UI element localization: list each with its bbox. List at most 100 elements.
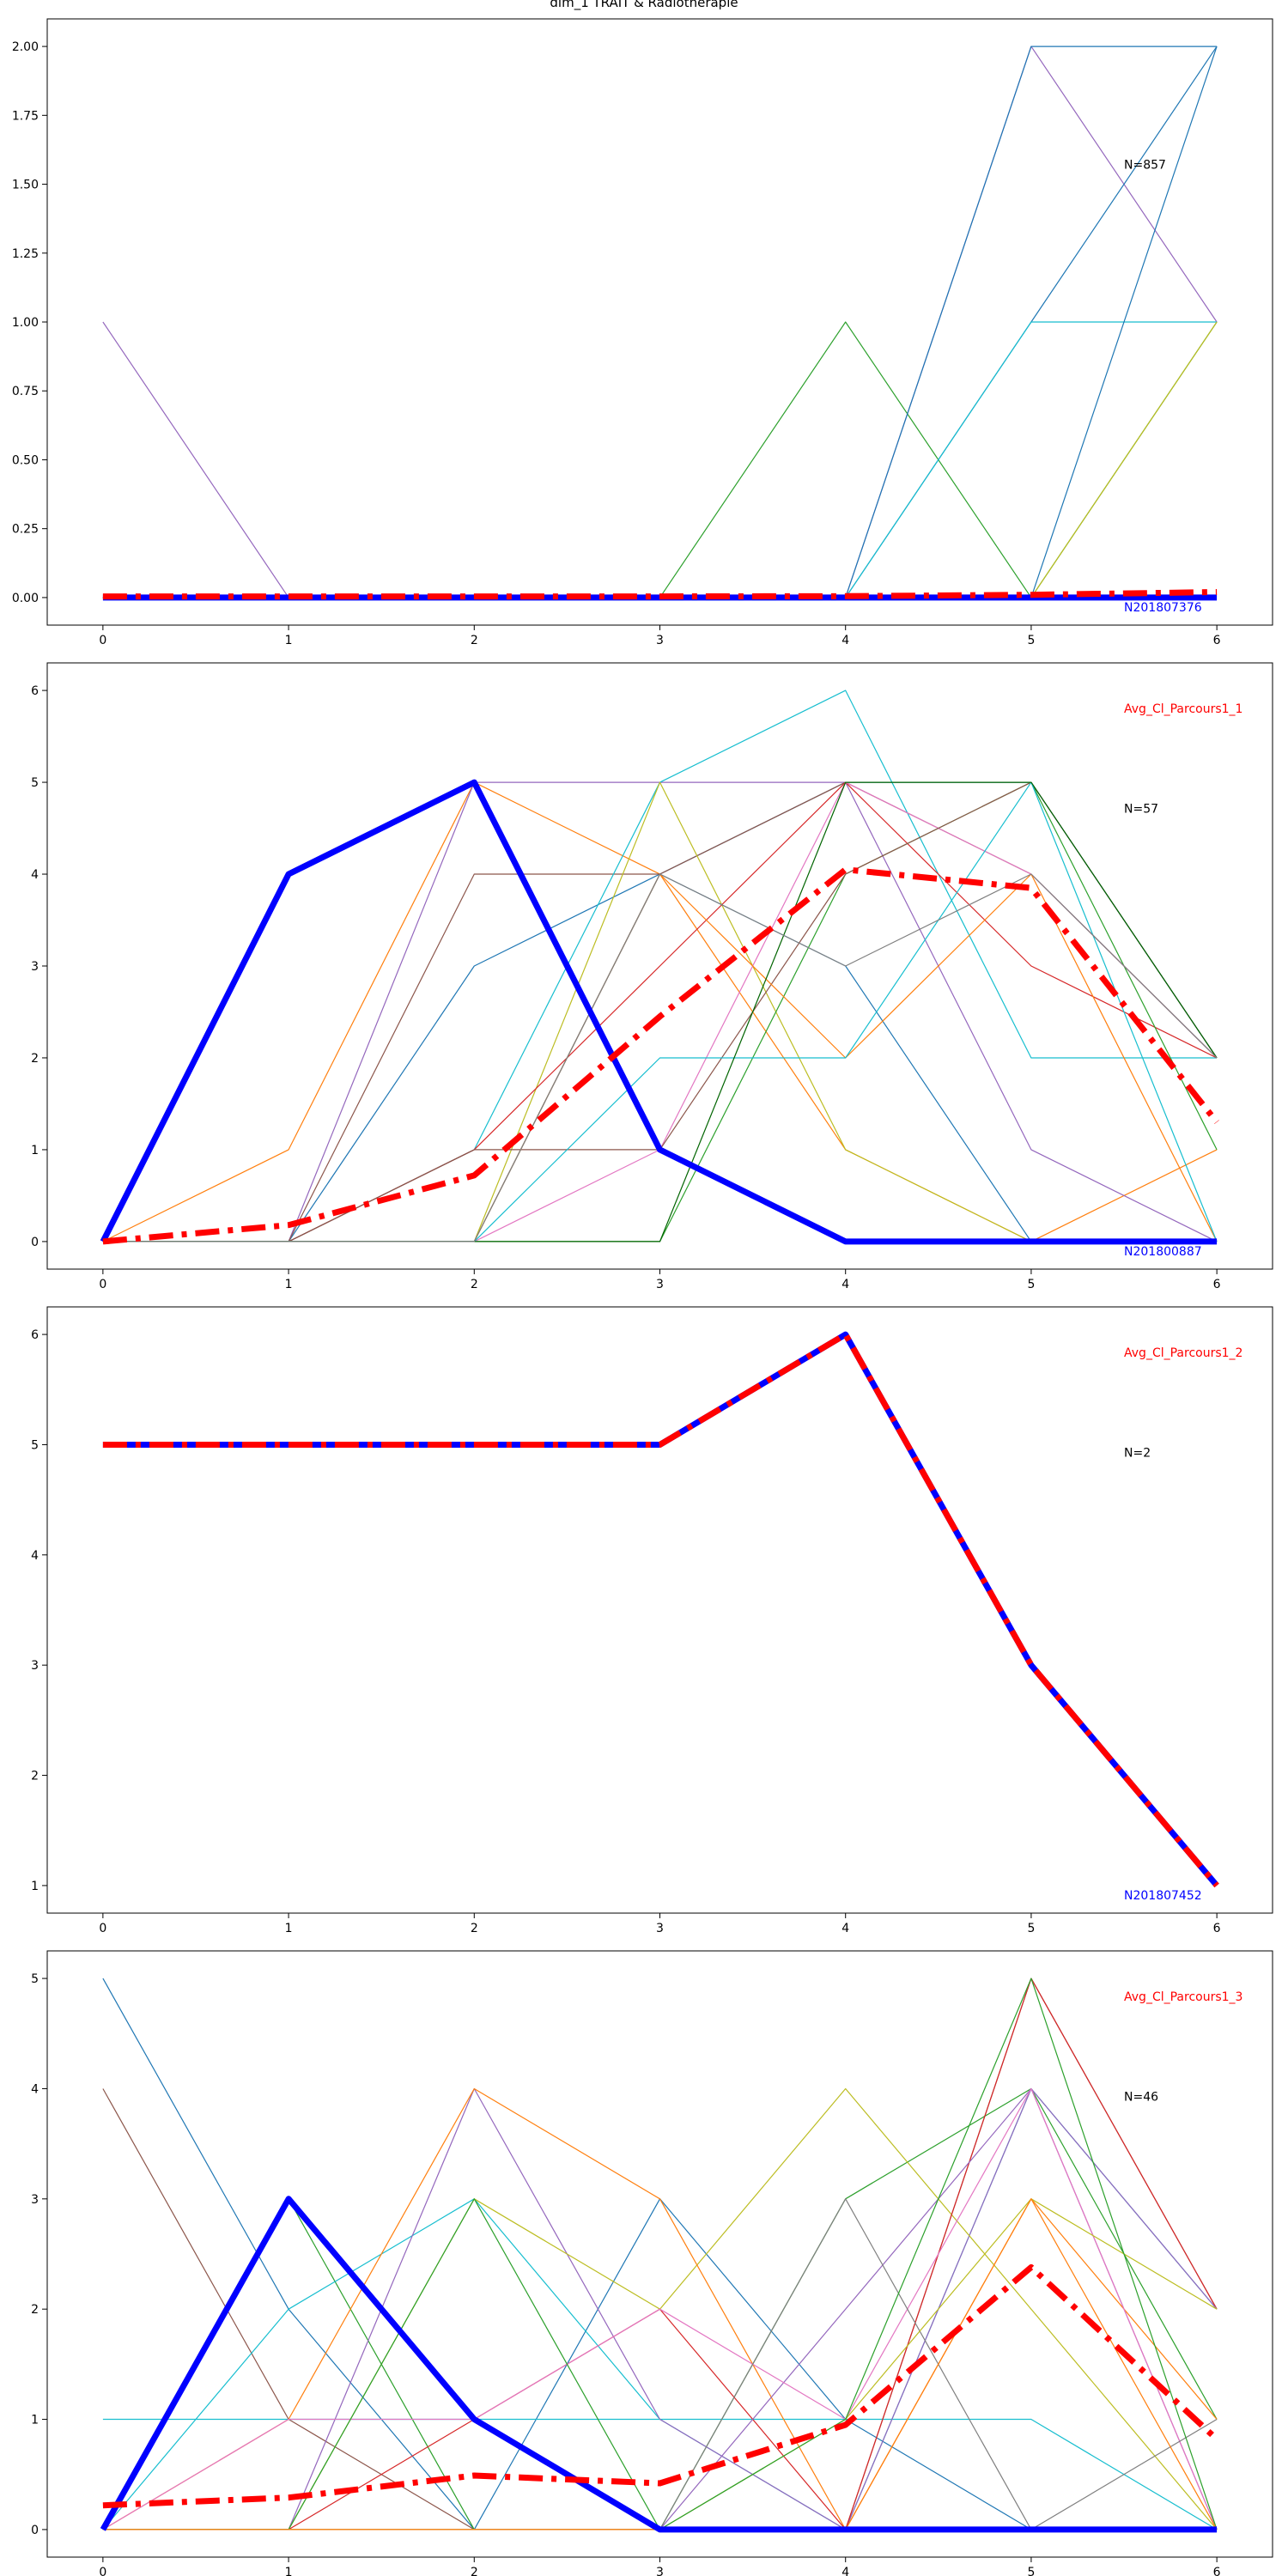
count-label: N=857 [1124, 158, 1166, 172]
trajectory-line [102, 321, 1218, 598]
average-series-line [102, 2263, 1219, 2509]
trajectory-line [102, 781, 1218, 1242]
x-tick-label: 5 [1027, 2566, 1035, 2576]
highlight-series-line [100, 779, 1218, 1245]
trajectory-line [102, 781, 1218, 1242]
figure-title: dim_1 TRAIT & Radiothérapie [550, 0, 738, 10]
trajectory-line [102, 781, 1218, 1242]
y-tick-label: 5 [31, 1438, 39, 1452]
x-tick-label: 6 [1213, 1922, 1221, 1935]
y-tick-label: 1 [31, 1144, 39, 1157]
y-tick-label: 0.50 [12, 453, 39, 467]
x-tick-label: 1 [285, 2566, 293, 2576]
plot-frame [46, 1306, 1273, 1914]
average-label: Avg_Cl_Parcours1_3 [1124, 1990, 1242, 2004]
trajectory-line [102, 2418, 1218, 2530]
y-tick-label: 4 [31, 2082, 39, 2096]
y-tick-label: 0 [31, 1236, 39, 1249]
trajectory-line [102, 781, 1218, 1242]
x-tick-label: 5 [1027, 634, 1035, 647]
y-tick-label: 3 [31, 1659, 39, 1673]
x-tick-label: 4 [841, 1278, 849, 1291]
x-tick-label: 3 [656, 1278, 664, 1291]
x-tick-label: 0 [99, 2566, 106, 2576]
y-tick-label: 1.25 [12, 247, 39, 261]
y-tick-label: 4 [31, 868, 39, 882]
chart-panel-2: 0 1 2 3 4 5 6 0 1 2 3 4 5 6 Avg_Cl_Parcours1_1 N=57 N201… [31, 662, 1273, 1291]
x-tick-label: 4 [841, 634, 849, 647]
y-tick-label: 5 [31, 1972, 39, 1986]
trajectory-line [102, 2198, 1218, 2530]
trajectory-line [102, 781, 1218, 1242]
count-label: N=46 [1124, 2090, 1158, 2104]
trajectory-line [102, 1978, 1218, 2530]
count-label: N=57 [1124, 802, 1158, 816]
average-label: Avg_Cl_Parcours1_2 [1124, 1346, 1242, 1360]
y-tick-label: 1.75 [12, 109, 39, 123]
y-tick-label: 2 [31, 1052, 39, 1066]
x-tick-label: 1 [285, 1922, 293, 1935]
highlight-series-line [102, 1331, 1219, 1888]
trajectory-line [102, 2087, 1218, 2530]
x-tick-label: 3 [656, 2566, 664, 2576]
y-tick-label: 2 [31, 1770, 39, 1783]
y-tick-label: 1 [31, 2414, 39, 2427]
x-tick-label: 5 [1027, 1278, 1035, 1291]
x-tick-label: 2 [471, 2566, 478, 2576]
y-tick-label: 1 [31, 1880, 39, 1893]
trajectory-line [102, 781, 1218, 1242]
count-label: N=2 [1124, 1446, 1151, 1460]
average-series-line [102, 1331, 1219, 1888]
x-tick-label: 3 [656, 1922, 664, 1935]
trajectory-line [102, 1978, 1218, 2530]
x-tick-label: 6 [1213, 1278, 1221, 1291]
trajectory-line [102, 781, 1218, 1242]
chart-panel-1: 0.00 0.25 0.50 0.75 1.00 1.25 1.50 1.75 2.00 0 1 2 3… [12, 18, 1273, 647]
y-tick-label: 0.25 [12, 523, 39, 537]
average-series-line [102, 866, 1219, 1245]
x-tick-label: 2 [471, 1278, 478, 1291]
y-tick-label: 2.00 [12, 40, 39, 54]
highlight-label: N201800887 [1124, 1245, 1202, 1259]
x-tick-label: 6 [1213, 2566, 1221, 2576]
y-tick-label: 5 [31, 776, 39, 790]
trajectory-line [102, 2198, 1218, 2530]
y-tick-label: 3 [31, 960, 39, 974]
x-tick-label: 2 [471, 1922, 478, 1935]
x-tick-label: 4 [841, 1922, 849, 1935]
trajectory-line [102, 781, 1218, 1242]
x-tick-label: 1 [285, 1278, 293, 1291]
x-tick-label: 5 [1027, 1922, 1035, 1935]
x-tick-label: 0 [99, 634, 106, 647]
x-tick-label: 0 [99, 1922, 106, 1935]
y-tick-label: 0.75 [12, 385, 39, 398]
y-tick-label: 4 [31, 1549, 39, 1563]
y-tick-label: 2 [31, 2303, 39, 2317]
y-tick-label: 6 [31, 684, 39, 698]
x-tick-label: 4 [841, 2566, 849, 2576]
x-tick-label: 0 [99, 1278, 106, 1291]
plot-frame [46, 1950, 1273, 2558]
trajectory-line [102, 781, 1218, 1242]
y-tick-label: 3 [31, 2193, 39, 2207]
highlight-series-line [100, 2196, 1218, 2533]
trajectory-line [102, 781, 1218, 1242]
chart-panel-3: 1 2 3 4 5 6 0 1 2 3 4 5 6 Avg_Cl_Parcours1_2 N=2 N20180… [31, 1306, 1273, 1935]
average-label: Avg_Cl_Parcours1_1 [1124, 702, 1242, 716]
y-tick-label: 6 [31, 1328, 39, 1342]
x-tick-label: 6 [1213, 634, 1221, 647]
trajectory-line [102, 781, 1218, 1242]
trajectory-line [102, 1978, 1218, 2530]
trajectory-line [102, 321, 1218, 598]
x-tick-label: 3 [656, 634, 664, 647]
highlight-label: N201807452 [1124, 1889, 1202, 1903]
y-tick-label: 1.50 [12, 179, 39, 192]
average-series-line [102, 589, 1218, 600]
trajectory-line [102, 321, 1218, 598]
trajectory-line [102, 2198, 1218, 2530]
y-tick-label: 0.00 [12, 592, 39, 605]
y-tick-label: 0 [31, 2524, 39, 2537]
trajectory-line [102, 1978, 1218, 2530]
x-tick-label: 2 [471, 634, 478, 647]
